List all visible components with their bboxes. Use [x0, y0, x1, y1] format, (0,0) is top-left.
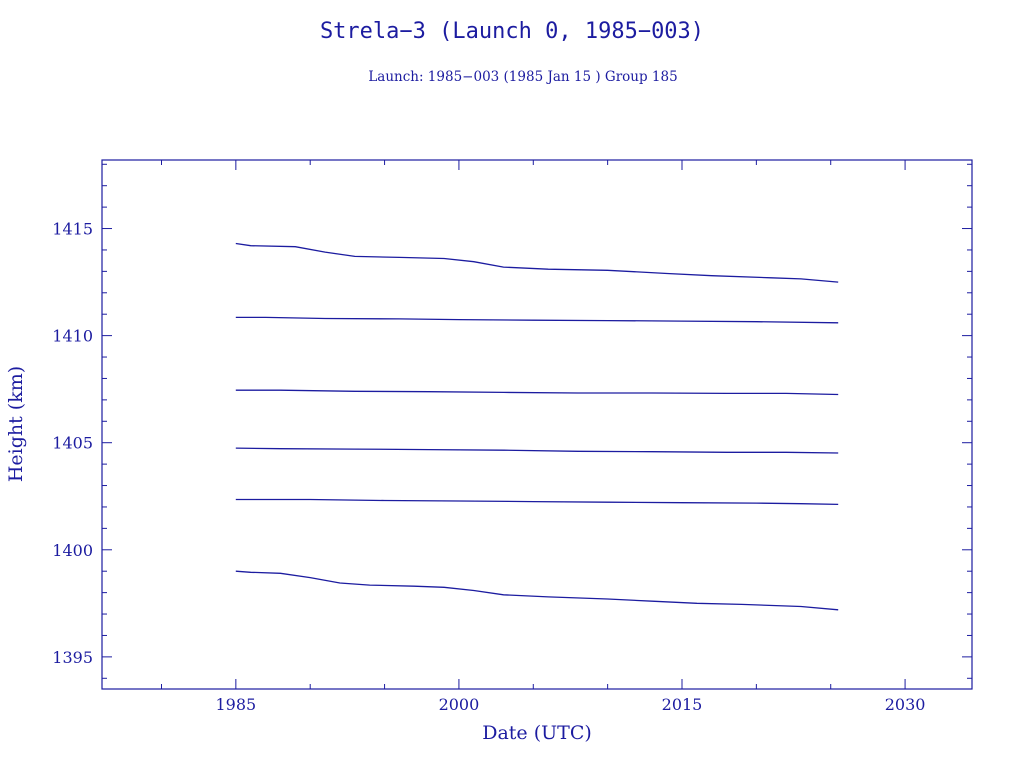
- chart-title: Strela−3 (Launch 0, 1985−003): [320, 19, 704, 44]
- y-tick-label: 1405: [52, 434, 93, 453]
- series-line-6: [235, 570, 839, 611]
- y-tick-label: 1415: [52, 220, 93, 239]
- plot-frame: [101, 159, 973, 690]
- y-axis-label: Height (km): [5, 366, 27, 482]
- series-line-2: [235, 316, 839, 324]
- chart-subtitle: Launch: 1985−003 (1985 Jan 15 ) Group 18…: [368, 69, 677, 85]
- x-tick-label: 1985: [215, 695, 256, 714]
- y-tick-label: 1400: [52, 541, 93, 560]
- x-axis-label: Date (UTC): [482, 722, 592, 744]
- series-line-3: [235, 389, 839, 396]
- y-tick-label: 1410: [52, 327, 93, 346]
- x-axis-ticks: [160, 160, 906, 689]
- y-tick-label: 1395: [52, 648, 93, 667]
- x-tick-label: 2000: [439, 695, 480, 714]
- series-group: [235, 242, 839, 611]
- x-tick-label: 2015: [662, 695, 703, 714]
- series-line-5: [235, 498, 839, 506]
- x-axis-tick-labels: 1985 2000 2015 2030: [215, 695, 925, 714]
- series-line-1: [235, 242, 839, 283]
- y-axis-tick-labels: 1395 1400 1405 1410 1415: [52, 220, 93, 667]
- x-tick-label: 2030: [885, 695, 926, 714]
- series-line-4: [235, 447, 839, 454]
- y-axis-ticks: [102, 163, 972, 679]
